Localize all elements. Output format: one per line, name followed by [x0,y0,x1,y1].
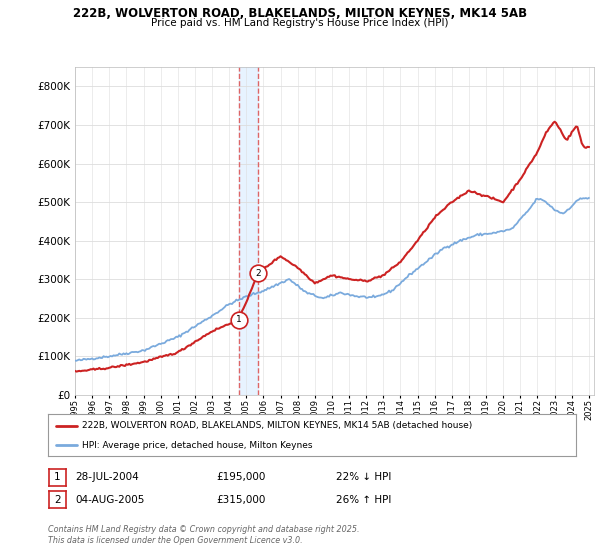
Text: 22% ↓ HPI: 22% ↓ HPI [336,472,391,482]
Text: Contains HM Land Registry data © Crown copyright and database right 2025.
This d: Contains HM Land Registry data © Crown c… [48,525,359,545]
Text: £315,000: £315,000 [216,494,265,505]
Text: 222B, WOLVERTON ROAD, BLAKELANDS, MILTON KEYNES, MK14 5AB (detached house): 222B, WOLVERTON ROAD, BLAKELANDS, MILTON… [82,421,473,430]
Text: £195,000: £195,000 [216,472,265,482]
Text: 26% ↑ HPI: 26% ↑ HPI [336,494,391,505]
Text: 28-JUL-2004: 28-JUL-2004 [75,472,139,482]
Bar [239,67,258,395]
Text: 1: 1 [54,472,61,482]
Text: 222B, WOLVERTON ROAD, BLAKELANDS, MILTON KEYNES, MK14 5AB: 222B, WOLVERTON ROAD, BLAKELANDS, MILTON… [73,7,527,20]
Text: Price paid vs. HM Land Registry's House Price Index (HPI): Price paid vs. HM Land Registry's House … [151,18,449,28]
Text: 2: 2 [255,269,260,278]
Text: 04-AUG-2005: 04-AUG-2005 [75,494,145,505]
Text: 2: 2 [54,494,61,505]
Text: 1: 1 [236,315,242,324]
Text: HPI: Average price, detached house, Milton Keynes: HPI: Average price, detached house, Milt… [82,441,313,450]
